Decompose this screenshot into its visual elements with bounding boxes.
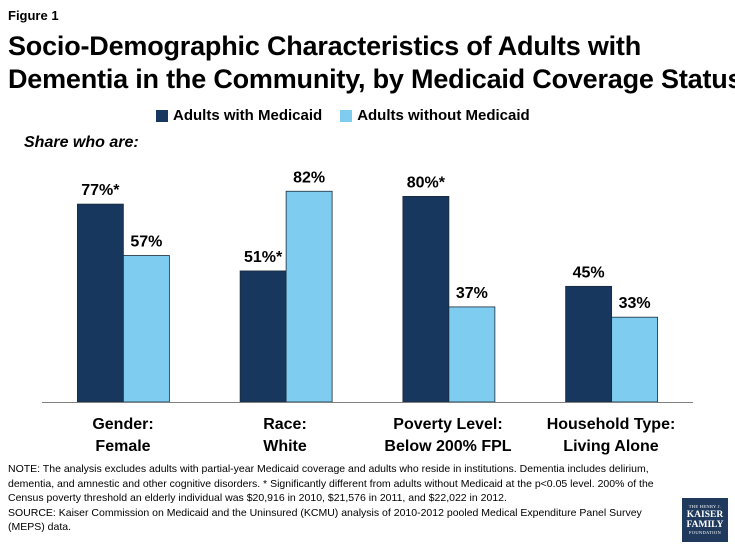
legend-label-no-medicaid: Adults without Medicaid: [357, 107, 530, 124]
bar-race-no-medicaid: [285, 190, 333, 403]
footnote-source: SOURCE: Kaiser Commission on Medicaid an…: [8, 506, 642, 534]
category-label-poverty: Poverty Level: Below 200% FPL: [363, 414, 533, 458]
data-label-poverty-no-medicaid: 37%: [456, 285, 488, 302]
category-label-race-line-2: White: [263, 438, 307, 455]
category-label-gender-line-1: Gender:: [92, 416, 154, 433]
bar-gender-medicaid: [76, 203, 124, 403]
bar-household-no-medicaid: [611, 316, 659, 403]
category-label-gender-line-2: Female: [95, 438, 151, 455]
category-label-poverty-line-2: Below 200% FPL: [384, 438, 512, 455]
chart-subtitle: Share who are:: [24, 134, 139, 151]
legend-swatch-medicaid: [156, 109, 168, 122]
legend-item-medicaid: Adults with Medicaid: [156, 107, 322, 124]
legend-label-medicaid: Adults with Medicaid: [173, 107, 323, 124]
category-label-household-line-2: Living Alone: [563, 438, 659, 455]
logo-line-2: KAISER: [686, 510, 724, 520]
data-label-household-no-medicaid: 33%: [619, 295, 651, 312]
category-label-household: Household Type: Living Alone: [526, 414, 696, 458]
bar-gender-no-medicaid: [122, 255, 170, 403]
chart-title: Socio-Demographic Characteristics of Adu…: [8, 30, 735, 96]
bar-household-medicaid: [565, 285, 613, 403]
category-label-race: Race: White: [200, 414, 370, 458]
category-label-gender: Gender: Female: [38, 414, 208, 458]
legend-item-no-medicaid: Adults without Medicaid: [340, 107, 530, 124]
footnote: NOTE: The analysis excludes adults with …: [8, 462, 658, 535]
legend-swatch-no-medicaid: [340, 109, 353, 122]
data-label-gender-medicaid: 77%*: [81, 182, 120, 199]
data-label-race-medicaid: 51%*: [244, 249, 283, 266]
kff-logo: THE HENRY J. KAISER FAMILY FOUNDATION: [682, 498, 728, 542]
logo-line-3: FAMILY: [686, 520, 724, 530]
category-label-race-line-1: Race:: [263, 416, 307, 433]
data-label-household-medicaid: 45%: [573, 264, 605, 281]
chart-title-line-2: Dementia in the Community, by Medicaid C…: [8, 64, 735, 94]
logo-line-1: THE HENRY J.: [688, 504, 722, 509]
chart-legend: Adults with Medicaid Adults without Medi…: [156, 107, 548, 124]
bar-poverty-no-medicaid: [448, 306, 496, 403]
data-label-gender-no-medicaid: 57%: [130, 234, 162, 251]
logo-line-4: FOUNDATION: [689, 530, 721, 535]
footnote-note: NOTE: The analysis excludes adults with …: [8, 463, 654, 504]
data-label-race-no-medicaid: 82%: [293, 169, 325, 186]
figure-label: Figure 1: [8, 8, 59, 23]
bar-poverty-medicaid: [402, 195, 450, 403]
category-label-household-line-1: Household Type:: [546, 416, 676, 433]
chart-title-line-1: Socio-Demographic Characteristics of Adu…: [8, 31, 642, 61]
data-label-poverty-medicaid: 80%*: [407, 174, 446, 191]
category-label-poverty-line-1: Poverty Level:: [393, 416, 503, 433]
bar-race-medicaid: [239, 270, 287, 403]
